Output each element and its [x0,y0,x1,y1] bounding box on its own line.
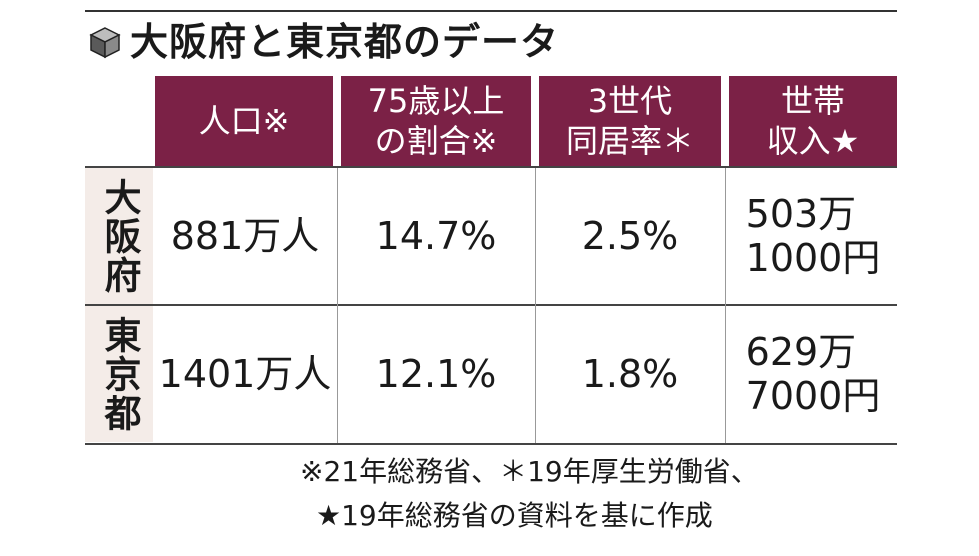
column-header-population: 人口※ [155,76,333,166]
table-divider [85,304,897,306]
column-divider [725,168,726,443]
table-cell: 1.8% [581,352,679,396]
table-divider [85,166,897,168]
column-header-household-income: 世帯 収入★ [729,76,897,166]
column-header-label: 人口※ [198,102,290,140]
table-cell: 881万人 [170,214,320,258]
cube-icon [89,27,121,59]
page-title: 大阪府と東京都のデータ [130,20,560,64]
column-header-three-generation: 3世代 同居率＊ [539,76,721,166]
row-label-tokyo: 東京都 [85,306,153,442]
title-row: 大阪府と東京都のデータ [88,16,559,68]
column-header-label: 3世代 同居率＊ [565,82,694,160]
column-divider [535,168,536,443]
table-cell: 1401万人 [158,352,332,396]
table-cell: 12.1% [375,352,497,396]
table-divider [85,443,897,445]
source-note: ※21年総務省、＊19年厚生労働省、 [300,455,759,488]
column-header-label: 75歳以上 の割合※ [367,82,505,160]
table-cell: 14.7% [375,214,497,258]
source-note: ★19年総務省の資料を基に作成 [316,499,713,532]
column-header-elderly-ratio: 75歳以上 の割合※ [341,76,531,166]
table-cell: 503万 1000円 [745,192,881,280]
table-cell: 2.5% [581,214,679,258]
column-header-label: 世帯 収入★ [766,82,860,160]
table-cell: 629万 7000円 [745,330,881,418]
top-rule [85,10,897,12]
column-divider [337,168,338,443]
row-label-osaka: 大阪府 [85,168,153,304]
